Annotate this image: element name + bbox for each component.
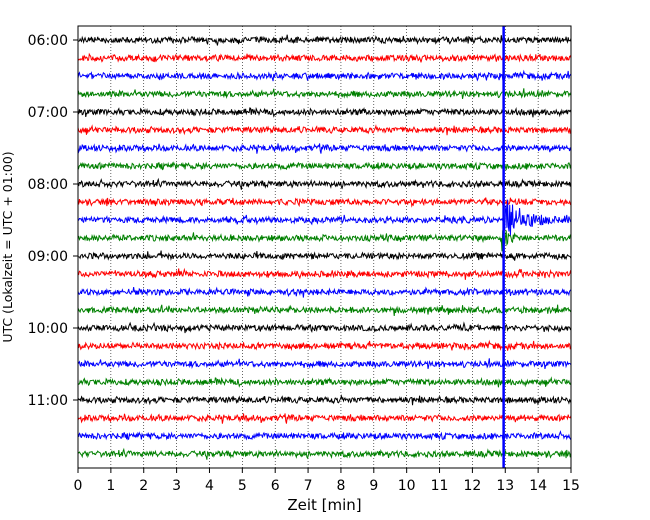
- trace-0930: [77, 286, 572, 298]
- trace-0845: [77, 230, 572, 252]
- x-tick-label: 1: [106, 478, 115, 494]
- trace-0945: [77, 304, 572, 317]
- trace-0630: [77, 69, 572, 82]
- x-tick-label: 13: [496, 478, 514, 494]
- trace-0730: [77, 143, 572, 154]
- y-tick-label: 10:00: [28, 321, 68, 337]
- trace-0800: [77, 177, 572, 190]
- x-tick-label: 12: [463, 478, 481, 494]
- y-tick-label: 11:00: [28, 393, 68, 409]
- x-tick-label: 0: [74, 478, 83, 494]
- plot-frame: [77, 25, 572, 469]
- trace-0745: [77, 161, 572, 171]
- x-tick-label: 3: [172, 478, 181, 494]
- y-axis-label: UTC (Lokalzeit = UTC + 01:00): [0, 151, 15, 342]
- trace-0615: [77, 52, 572, 63]
- y-tick-label: 09:00: [28, 249, 68, 265]
- trace-1100: [77, 394, 572, 406]
- trace-0900: [77, 250, 572, 261]
- x-tick-label: 15: [562, 478, 580, 494]
- trace-0830: [77, 199, 572, 237]
- x-axis-ticks: 0 1 2 3 4 5 6 7 8 9 10 11 12 13 14 15: [74, 468, 580, 494]
- y-tick-label: 08:00: [28, 177, 68, 193]
- x-tick-label: 8: [336, 478, 345, 494]
- x-tick-label: 10: [398, 478, 416, 494]
- x-axis-label: Zeit [min]: [287, 496, 361, 514]
- x-tick-label: 2: [139, 478, 148, 494]
- y-axis-ticks: 06:00 07:00 08:00 09:00 10:00 11:00: [28, 33, 78, 409]
- trace-0645: [77, 88, 572, 99]
- trace-0815: [77, 197, 572, 208]
- trace-1145: [77, 447, 572, 460]
- trace-1000: [77, 321, 572, 334]
- trace-0700: [77, 106, 572, 118]
- trace-0600: [77, 34, 572, 46]
- trace-1030: [77, 358, 572, 370]
- trace-0915: [77, 267, 572, 280]
- x-tick-label: 6: [271, 478, 280, 494]
- seismic-traces: [77, 34, 572, 460]
- y-tick-label: 07:00: [28, 105, 68, 121]
- trace-0715: [77, 124, 572, 136]
- y-tick-label: 06:00: [28, 33, 68, 49]
- x-tick-label: 4: [205, 478, 214, 494]
- x-tick-label: 5: [238, 478, 247, 494]
- trace-1130: [77, 430, 572, 441]
- trace-1015: [77, 339, 572, 352]
- trace-1115: [77, 413, 572, 424]
- x-tick-label: 9: [369, 478, 378, 494]
- x-tick-label: 7: [304, 478, 313, 494]
- x-tick-label: 11: [431, 478, 449, 494]
- x-tick-label: 14: [529, 478, 547, 494]
- trace-1045: [77, 376, 572, 388]
